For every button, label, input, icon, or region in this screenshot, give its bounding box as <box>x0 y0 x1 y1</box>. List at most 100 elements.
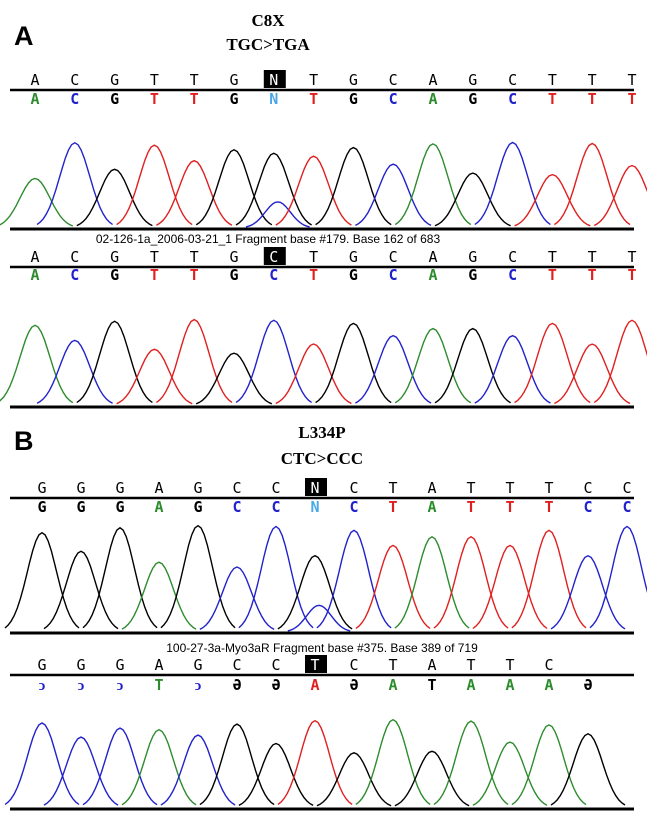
called-base: A <box>427 498 436 516</box>
reference-base: T <box>588 71 597 89</box>
trace-peak <box>4 531 80 629</box>
called-base: A <box>505 676 514 694</box>
reference-base: C <box>389 248 398 266</box>
called-base: T <box>548 90 557 108</box>
reference-base: T <box>150 71 159 89</box>
reference-base: T <box>466 479 475 497</box>
reference-base: A <box>30 248 39 266</box>
reference-base: C <box>232 656 241 674</box>
trace-peak <box>315 322 392 404</box>
reference-base: T <box>627 71 636 89</box>
called-base: ↄ <box>195 676 202 694</box>
panel-a-letter: A <box>14 21 34 51</box>
reference-base: A <box>428 248 437 266</box>
trace-peak <box>235 152 312 226</box>
panel-b-mutant-track: G G G A G C C N C T A T T T C CG G G A G C C N C T A T T T C C <box>4 478 647 635</box>
panel-a-track-caption: 02-126-1a_2006-03-21_1 Fragment base #17… <box>96 232 441 246</box>
called-base: C <box>349 498 358 516</box>
reference-base: N <box>269 71 278 89</box>
called-base: T <box>190 266 199 284</box>
reference-base: C <box>622 479 631 497</box>
panel-b: B L334P CTC>CCC G G G A G C C N C T A T T T C CG G G A G C C N… <box>4 423 647 811</box>
called-base: C <box>508 90 517 108</box>
trace-peak <box>355 163 432 227</box>
called-base: ↄ <box>39 676 46 694</box>
called-base: T <box>466 498 475 516</box>
trace-peak <box>235 319 313 404</box>
reference-base: G <box>37 479 46 497</box>
trace-peak <box>474 141 551 226</box>
trace-peak <box>474 334 551 404</box>
reference-base: G <box>349 248 358 266</box>
trace-peak <box>434 327 511 404</box>
called-base: C <box>70 266 79 284</box>
trace-peak <box>199 566 275 631</box>
reference-base: T <box>548 248 557 266</box>
trace-peak <box>156 159 233 226</box>
trace-peak <box>199 723 275 806</box>
reference-base: C <box>544 656 553 674</box>
trace-peak <box>116 348 193 405</box>
panel-a-mutant-track: A C G T T G N T G C A G C T T TA C G T T G N T G C A G C T T T <box>0 70 647 231</box>
called-base: A <box>30 90 39 108</box>
called-base: A <box>544 676 553 694</box>
reference-base: G <box>76 479 85 497</box>
called-base: T <box>627 266 636 284</box>
trace-peak <box>593 164 647 227</box>
trace-peak <box>0 324 74 404</box>
reference-base: C <box>508 71 517 89</box>
trace-peak <box>82 727 158 806</box>
reference-base: N <box>310 479 319 497</box>
reference-base: C <box>70 71 79 89</box>
called-base: Ә <box>232 676 241 694</box>
trace-peak <box>514 173 591 227</box>
trace-peak <box>316 529 392 629</box>
trace-peak <box>76 168 153 227</box>
called-base: G <box>110 266 119 284</box>
trace-peak <box>4 722 80 806</box>
reference-base: C <box>269 248 278 266</box>
trace-peak <box>121 561 197 630</box>
called-base: ↄ <box>78 676 85 694</box>
reference-base: C <box>349 479 358 497</box>
trace-peak <box>355 718 431 805</box>
trace-peak <box>355 334 432 404</box>
called-base: C <box>622 498 631 516</box>
reference-base: C <box>271 479 280 497</box>
called-base: T <box>309 266 318 284</box>
called-base: C <box>583 498 592 516</box>
called-base: G <box>76 498 85 516</box>
trace-peak <box>394 327 472 404</box>
trace-peak <box>36 339 113 404</box>
highlighted-base-box <box>263 247 286 265</box>
trace-peak <box>121 728 197 806</box>
called-base: T <box>154 676 163 694</box>
reference-base: T <box>505 479 514 497</box>
reference-base: A <box>30 71 39 89</box>
called-base: T <box>388 498 397 516</box>
called-base: G <box>229 266 238 284</box>
reference-base: G <box>468 248 477 266</box>
trace-peak <box>316 752 392 807</box>
reference-base: T <box>309 71 318 89</box>
trace-peak <box>394 535 470 629</box>
trace-peak <box>472 741 548 806</box>
called-base: T <box>588 90 597 108</box>
called-base: G <box>229 90 238 108</box>
reference-base: G <box>193 656 202 674</box>
called-base: T <box>309 90 318 108</box>
called-base: G <box>193 498 202 516</box>
trace-peak <box>355 544 431 630</box>
called-base: T <box>548 266 557 284</box>
reference-base: G <box>110 71 119 89</box>
called-base: A <box>30 266 39 284</box>
reference-base: G <box>349 71 358 89</box>
called-base: C <box>232 498 241 516</box>
called-base: G <box>349 266 358 284</box>
trace-peak <box>195 149 273 226</box>
panel-b-mutation-codon: CTC>CCC <box>281 449 363 468</box>
trace-peak <box>238 525 314 629</box>
called-base: G <box>468 266 477 284</box>
trace-peak <box>76 320 153 404</box>
trace-peak <box>589 525 647 629</box>
